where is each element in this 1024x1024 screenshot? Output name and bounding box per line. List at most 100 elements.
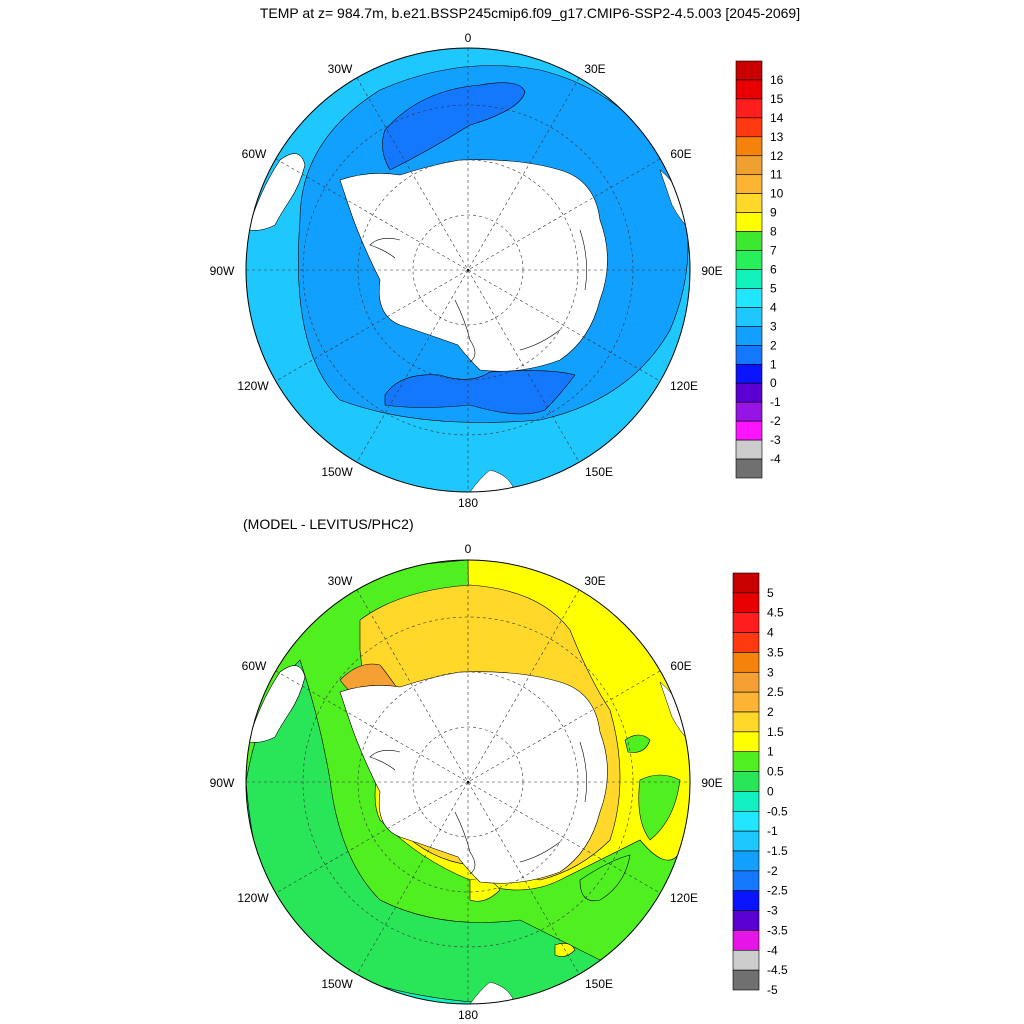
top-colorbar-swatch bbox=[735, 193, 763, 213]
top-colorbar-tick-label: 1 bbox=[770, 357, 777, 371]
bottom-colorbar-swatch bbox=[732, 592, 760, 614]
top-colorbar-swatch bbox=[735, 98, 763, 119]
top-colorbar-tick-label: 6 bbox=[770, 263, 777, 277]
top-colorbar-tick-label: -1 bbox=[770, 395, 781, 409]
top-colorbar-swatch bbox=[735, 420, 763, 441]
bottom-colorbar-tick-label: 0 bbox=[767, 784, 774, 798]
top-colorbar-swatch bbox=[735, 363, 763, 384]
top-map-band-1-2-south bbox=[384, 370, 576, 415]
top-colorbar-swatch bbox=[735, 458, 763, 479]
bottom-colorbar-swatch bbox=[732, 890, 760, 911]
top-lon-label: 90W bbox=[210, 264, 235, 278]
top-colorbar-swatch bbox=[735, 439, 763, 460]
bottom-colorbar-tick-label: -2 bbox=[767, 864, 778, 878]
bottom-colorbar-swatch bbox=[732, 949, 760, 971]
bottom-colorbar-swatch bbox=[732, 671, 760, 693]
difference-subtitle: (MODEL - LEVITUS/PHC2) bbox=[243, 516, 414, 532]
top-polar-map: 0 30E 60E 90E 120E 150E 180 150W 120W 90… bbox=[210, 31, 723, 510]
bottom-colorbar-tick-label: 2.5 bbox=[767, 685, 784, 699]
top-lon-label: 120E bbox=[670, 379, 698, 393]
bottom-colorbar-tick-label: -1 bbox=[767, 824, 778, 838]
bottom-colorbar-swatch bbox=[732, 870, 760, 892]
top-colorbar-tick-label: 7 bbox=[770, 244, 777, 258]
top-lon-label: 60E bbox=[670, 147, 691, 161]
top-colorbar-swatch bbox=[735, 345, 763, 365]
top-map-band-1-2-north bbox=[382, 82, 526, 171]
top-colorbar-swatch bbox=[735, 382, 763, 403]
bottom-colorbar-tick-label: 2 bbox=[767, 705, 774, 719]
top-map-antarctica bbox=[339, 159, 608, 372]
top-colorbar-tick-label: 14 bbox=[770, 111, 784, 125]
bottom-colorbar-tick-label: 3.5 bbox=[767, 645, 784, 659]
bottom-colorbar-tick-label: 4 bbox=[767, 626, 774, 640]
bottom-colorbar-swatch bbox=[732, 612, 760, 633]
top-lon-label: 120W bbox=[237, 379, 269, 393]
top-colorbar-tick-label: 3 bbox=[770, 319, 777, 333]
top-lon-label: 150E bbox=[585, 465, 613, 479]
top-colorbar-swatch bbox=[735, 269, 763, 289]
bottom-lon-label: 90W bbox=[210, 776, 235, 790]
bottom-colorbar-swatch bbox=[732, 910, 760, 931]
top-colorbar-swatch bbox=[735, 136, 763, 157]
bottom-map-lon-labels: 0 30E 60E 90E 120E 150E 180 150W 120W 90… bbox=[210, 542, 723, 1022]
top-colorbar-tick-label: 13 bbox=[770, 130, 784, 144]
top-colorbar-swatch bbox=[735, 307, 763, 327]
top-colorbar-tick-label: 12 bbox=[770, 149, 784, 163]
bottom-lon-label: 150E bbox=[585, 977, 613, 991]
top-colorbar-tick-label: 10 bbox=[770, 187, 784, 201]
figure-title: TEMP at z= 984.7m, b.e21.BSSP245cmip6.f0… bbox=[260, 5, 800, 21]
bottom-lon-label: 120E bbox=[670, 891, 698, 905]
bottom-colorbar: 5 4.5 4 3.5 3 2.5 2 1.5 1 0.5 0 -0.5 -1 -1.5 -2 -2.5 -3 -… bbox=[732, 572, 788, 997]
top-colorbar-swatch bbox=[735, 155, 763, 176]
bottom-colorbar-swatch bbox=[732, 850, 760, 872]
top-lon-label: 150W bbox=[321, 465, 353, 479]
top-lon-label: 0 bbox=[465, 31, 472, 45]
top-colorbar-tick-label: 9 bbox=[770, 206, 777, 220]
bottom-colorbar-swatch bbox=[732, 791, 760, 812]
bottom-colorbar-tick-label: -0.5 bbox=[767, 804, 788, 818]
top-colorbar-swatch bbox=[735, 326, 763, 346]
bottom-colorbar-tick-label: 5 bbox=[767, 586, 774, 600]
bottom-colorbar-tick-label: 4.5 bbox=[767, 606, 784, 620]
top-lon-label: 90E bbox=[701, 264, 722, 278]
bottom-colorbar-swatch bbox=[732, 830, 760, 852]
top-lon-label: 60W bbox=[242, 147, 267, 161]
top-colorbar-tick-label: 4 bbox=[770, 300, 777, 314]
bottom-colorbar-swatch bbox=[732, 632, 760, 653]
bottom-lon-label: 150W bbox=[321, 977, 353, 991]
bottom-map-antarctica bbox=[339, 671, 608, 884]
bottom-lon-label: 30E bbox=[584, 574, 605, 588]
top-map-lon-labels: 0 30E 60E 90E 120E 150E 180 150W 120W 90… bbox=[210, 31, 723, 510]
bottom-colorbar-swatch bbox=[732, 751, 760, 772]
top-colorbar-swatch bbox=[735, 401, 763, 422]
bottom-lon-label: 120W bbox=[237, 891, 269, 905]
top-colorbar-swatch bbox=[735, 231, 763, 251]
bottom-colorbar-swatch bbox=[732, 652, 760, 673]
bottom-colorbar-tick-label: 3 bbox=[767, 665, 774, 679]
bottom-colorbar-swatch bbox=[732, 969, 760, 991]
top-colorbar-swatch bbox=[735, 174, 763, 194]
bottom-colorbar-tick-label: -4.5 bbox=[767, 963, 788, 977]
bottom-colorbar-tick-label: -5 bbox=[767, 983, 778, 997]
top-lon-label: 30W bbox=[328, 62, 353, 76]
bottom-colorbar-swatch bbox=[732, 771, 760, 792]
top-colorbar-swatch bbox=[735, 212, 763, 232]
top-colorbar-tick-label: 2 bbox=[770, 338, 777, 352]
top-colorbar-tick-label: -2 bbox=[770, 414, 781, 428]
top-colorbar-tick-label: -3 bbox=[770, 433, 781, 447]
top-colorbar-tick-label: 15 bbox=[770, 92, 784, 106]
top-colorbar-swatch bbox=[735, 288, 763, 308]
bottom-lon-label: 90E bbox=[701, 776, 722, 790]
top-colorbar-tick-label: -4 bbox=[770, 452, 781, 466]
bottom-colorbar-swatch bbox=[732, 930, 760, 951]
bottom-colorbar-tick-label: -3 bbox=[767, 904, 778, 918]
bottom-lon-label: 60W bbox=[242, 659, 267, 673]
top-colorbar-tick-label: 16 bbox=[770, 73, 784, 87]
top-colorbar-tick-label: 5 bbox=[770, 281, 777, 295]
bottom-colorbar-tick-label: 1 bbox=[767, 745, 774, 759]
bottom-colorbar-swatch bbox=[732, 731, 760, 753]
bottom-colorbar-tick-label: 0.5 bbox=[767, 765, 784, 779]
top-lon-label: 30E bbox=[584, 62, 605, 76]
bottom-colorbar-swatch bbox=[732, 810, 760, 832]
top-colorbar-swatch bbox=[735, 117, 763, 138]
